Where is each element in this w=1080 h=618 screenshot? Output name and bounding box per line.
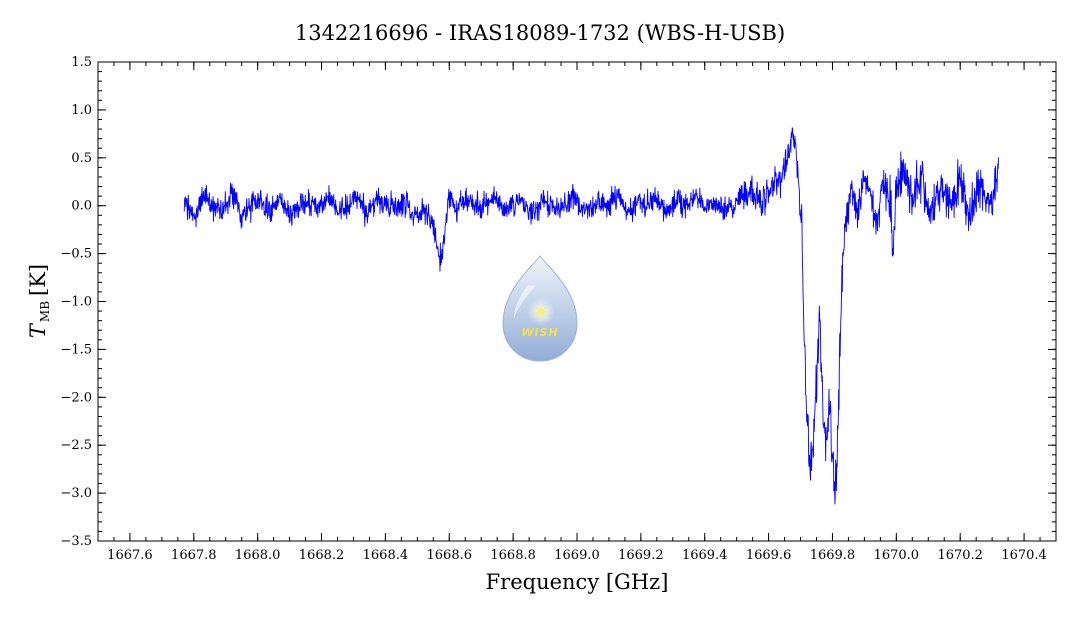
y-tick-label: −3.0 [60,486,92,501]
x-tick-label: 1669.4 [682,548,728,563]
x-tick-label: 1670.0 [874,548,920,563]
logo-text: WISH [521,326,558,339]
y-axis-ticks: 1.5 1.0 0.5 0.0 −0.5 −1.0 −1.5 −2.0 −2.5 −3.0 −3.5 [60,55,1056,549]
x-tick-label: 1667.8 [171,548,217,563]
y-tick-label: 0.0 [71,199,92,214]
x-tick-label: 1668.4 [363,548,409,563]
drop-highlight [514,285,536,318]
x-tick-label: 1667.6 [107,548,153,563]
y-tick-label: −2.0 [60,390,92,405]
spectrum-series [183,127,999,505]
x-tick-label: 1669.0 [554,548,600,563]
x-tick-label: 1668.0 [235,548,281,563]
y-axis-label-unit: [K] [26,264,50,296]
y-tick-label: −2.5 [60,438,92,453]
x-tick-label: 1669.2 [618,548,664,563]
y-tick-label: 1.5 [71,55,92,70]
star-icon [532,303,550,321]
spectrum-line [183,127,999,505]
x-tick-label: 1668.6 [427,548,473,563]
x-tick-label: 1670.2 [937,548,983,563]
x-tick-label: 1668.8 [490,548,536,563]
y-tick-label: 1.0 [71,103,92,118]
x-tick-label: 1668.2 [299,548,345,563]
y-tick-label: −3.5 [60,534,92,549]
y-tick-label: 0.5 [71,151,92,166]
x-axis-ticks: 1667.6 1667.8 1668.0 1668.2 1668.4 1668.6 1668… [107,62,1057,563]
svg-text:TMB[K]: TMB [K] [26,264,52,338]
wish-logo: WISH [502,255,578,362]
plot-frame [97,61,1057,542]
chart-title: 1342216696 - IRAS18089-1732 (WBS-H-USB) [295,21,785,45]
x-tick-label: 1670.4 [1001,548,1047,563]
y-axis-label-main: T [26,322,50,338]
y-axis-label-sub: MB [38,301,52,322]
x-tick-label: 1669.8 [810,548,856,563]
x-tick-label: 1669.6 [746,548,792,563]
x-axis-label: Frequency [GHz] [486,570,669,594]
y-tick-label: −1.0 [60,295,92,310]
y-tick-label: −1.5 [60,342,92,357]
y-axis-label: TMB [K] [26,264,52,338]
y-tick-label: −0.5 [60,247,92,262]
